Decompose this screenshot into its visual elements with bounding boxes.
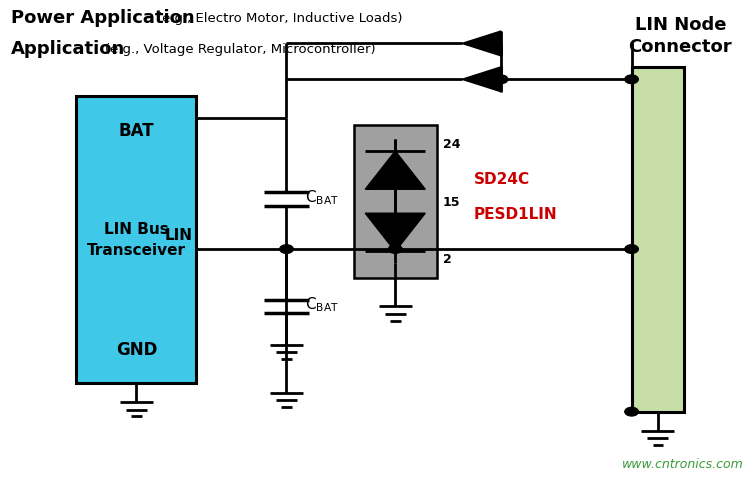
Polygon shape	[365, 214, 425, 252]
Text: LIN Node
Connector: LIN Node Connector	[629, 16, 732, 56]
Text: (e.g., Voltage Regulator, Microcontroller): (e.g., Voltage Regulator, Microcontrolle…	[105, 43, 376, 56]
Circle shape	[625, 76, 639, 84]
Text: $\mathregular{C_{BAT}}$: $\mathregular{C_{BAT}}$	[305, 188, 339, 206]
Text: LIN Bus
Transceiver: LIN Bus Transceiver	[87, 222, 186, 258]
Text: SD24C: SD24C	[474, 171, 530, 186]
Text: (e.g., Electro Motor, Inductive Loads): (e.g., Electro Motor, Inductive Loads)	[157, 12, 403, 24]
Bar	[632, 68, 684, 412]
Circle shape	[389, 245, 402, 254]
Circle shape	[625, 408, 639, 416]
Text: 15: 15	[443, 195, 460, 208]
Text: Power Application: Power Application	[11, 9, 195, 27]
Text: Application: Application	[11, 40, 126, 58]
Bar	[76, 97, 197, 383]
Circle shape	[625, 245, 639, 254]
Circle shape	[494, 76, 508, 84]
Bar	[354, 125, 437, 278]
Polygon shape	[365, 152, 425, 190]
Text: www.cntronics.com: www.cntronics.com	[623, 457, 744, 470]
Text: PESD1LIN: PESD1LIN	[474, 206, 558, 222]
Circle shape	[279, 245, 293, 254]
Text: 24: 24	[443, 138, 460, 151]
Text: $\mathregular{C_{BAT}}$: $\mathregular{C_{BAT}}$	[305, 295, 339, 314]
Text: LIN: LIN	[165, 228, 193, 242]
Polygon shape	[462, 68, 501, 93]
Text: 2: 2	[443, 252, 451, 265]
Text: BAT: BAT	[119, 121, 154, 139]
Polygon shape	[462, 32, 501, 57]
Text: GND: GND	[116, 341, 157, 359]
